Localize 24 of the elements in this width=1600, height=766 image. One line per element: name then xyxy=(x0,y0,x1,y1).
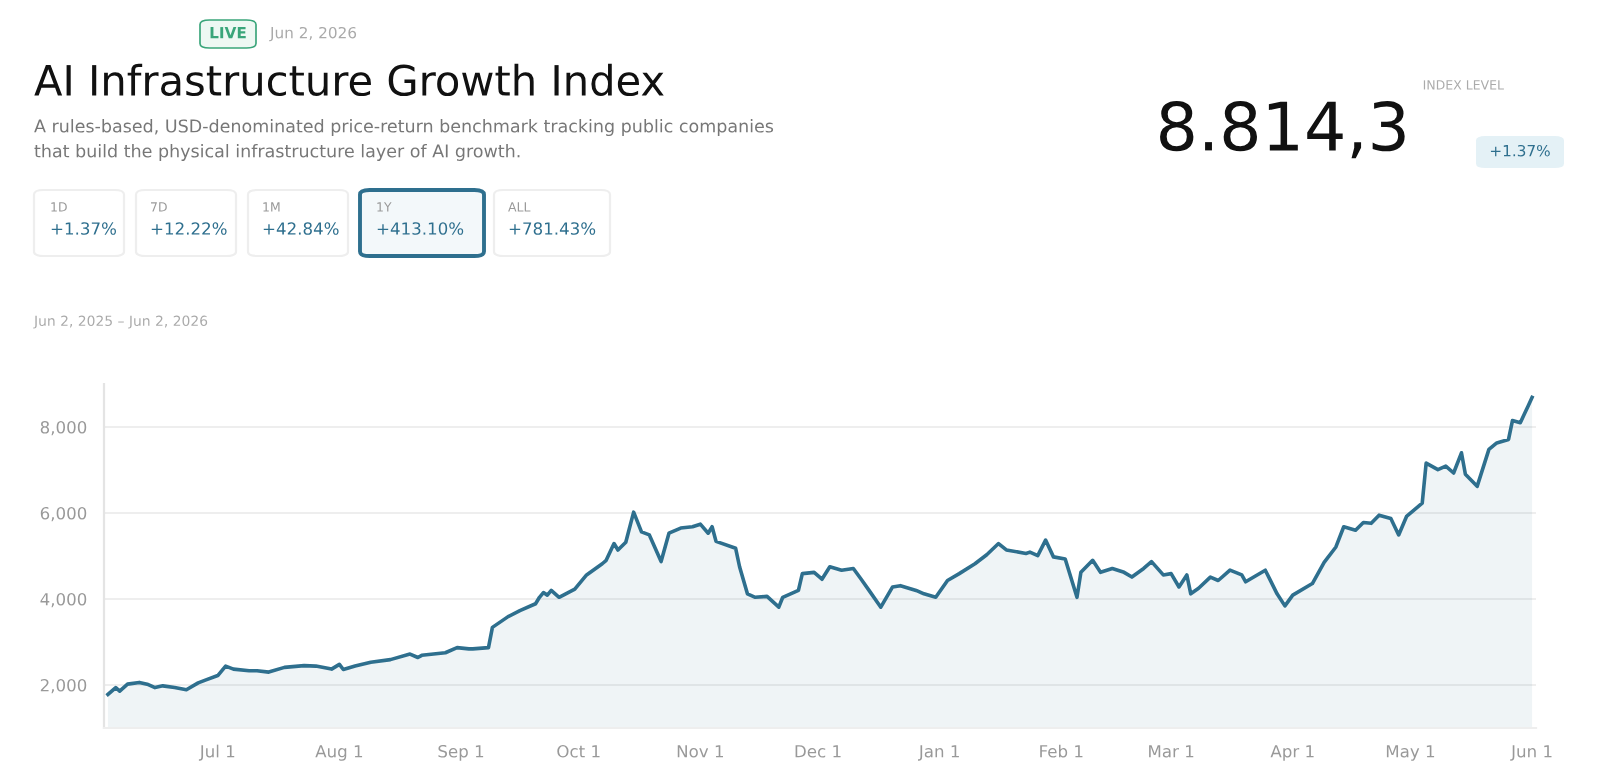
x-tick-label: Jun 1 xyxy=(1510,745,1552,761)
y-tick-label: 6,000 xyxy=(40,506,87,522)
x-tick-label: Jul 1 xyxy=(198,744,235,761)
y-tick-label: 4,000 xyxy=(40,592,87,608)
x-tick-label: Mar 1 xyxy=(1149,745,1194,758)
chart-title: AI Infrastructure Growth Index xyxy=(34,63,664,97)
text: 8.814,3 xyxy=(1160,100,1405,159)
x-tick-label: Jan 1 xyxy=(918,745,959,761)
x-tick-label: Sep 1 xyxy=(438,744,484,761)
text: +413.10% xyxy=(377,222,464,235)
x-tick-label: Apr 1 xyxy=(1270,745,1314,761)
x-tick-label: Feb 1 xyxy=(1040,744,1083,758)
chart-subtitle: A rules-based, USD-denominated price-return benchmark tracking public companies that build the physical infrastructure layer of AI growth. xyxy=(34,119,774,161)
text: +1.37% xyxy=(51,222,116,235)
x-tick-label: Aug 1 xyxy=(315,745,363,761)
y-tick-label: 8,000 xyxy=(40,420,87,436)
x-tick-label: Oct 1 xyxy=(557,744,600,758)
y-tick-label: 2,000 xyxy=(40,678,87,694)
x-tick-label: May 1 xyxy=(1386,745,1435,761)
text: +781.43% xyxy=(509,222,596,235)
x-tick-label: Nov 1 xyxy=(677,745,724,758)
text: +42.84% xyxy=(263,222,339,235)
text: +12.22% xyxy=(151,222,227,235)
x-tick-label: Dec 1 xyxy=(795,745,841,758)
